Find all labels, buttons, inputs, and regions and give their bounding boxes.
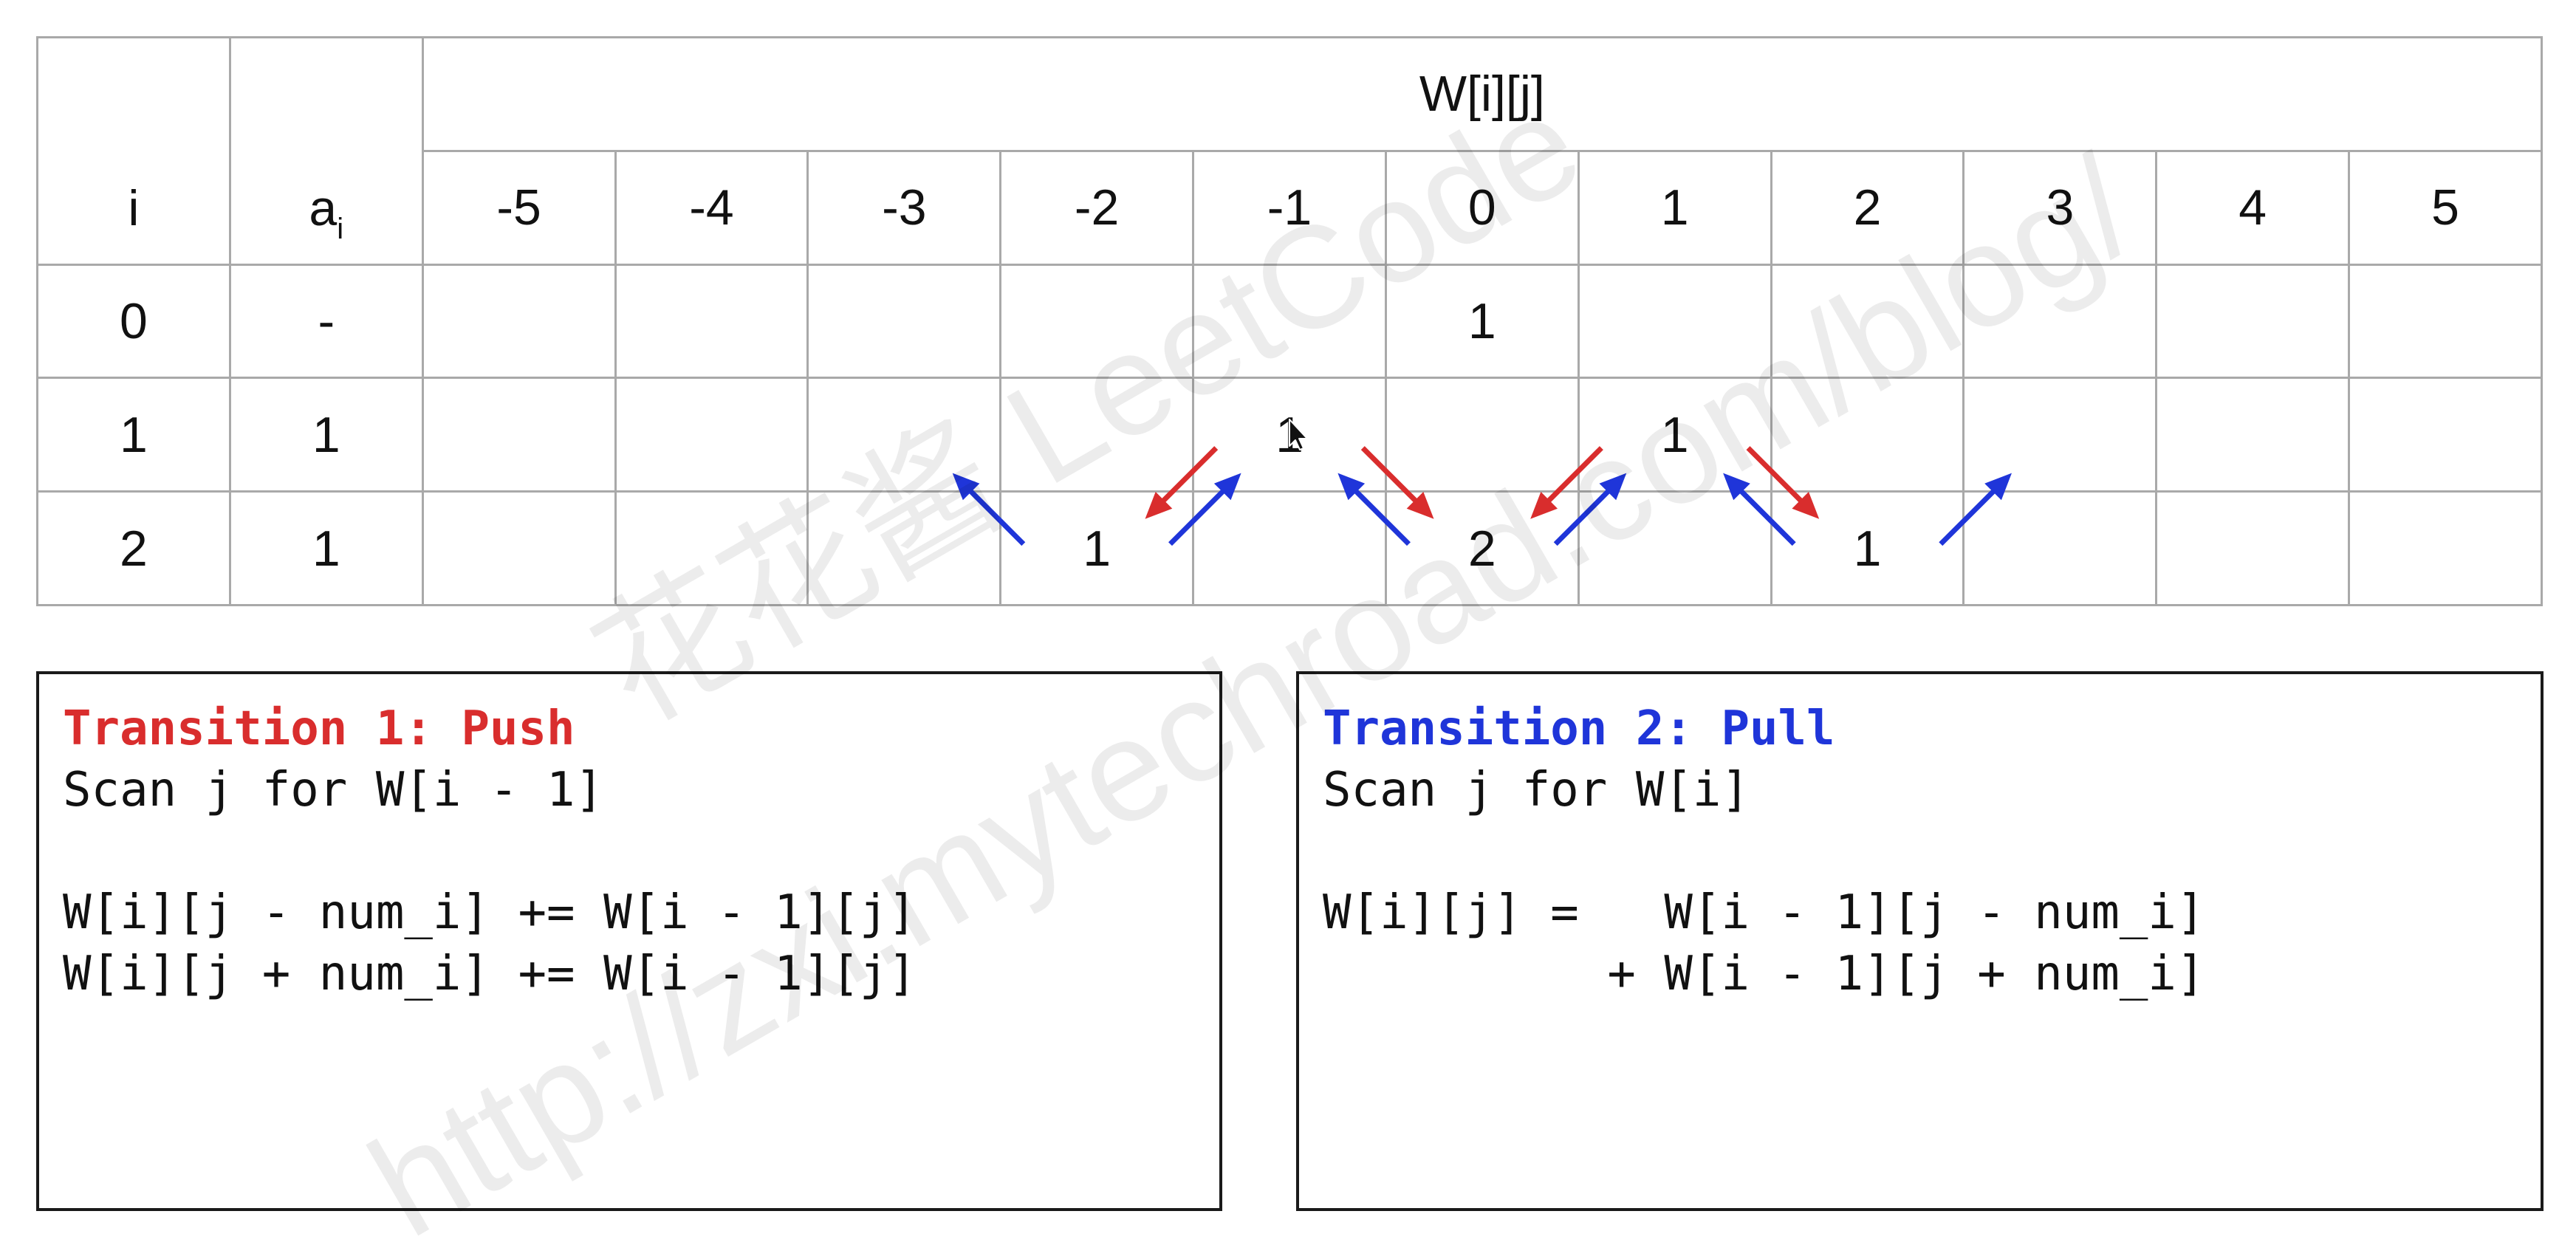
j-index-header: -2	[1001, 151, 1193, 264]
pull-formula-line: + W[i - 1][j + num_i]	[1323, 947, 2205, 1001]
j-index-header: -5	[423, 151, 614, 264]
j-index-header: 2	[1772, 151, 1963, 264]
pull-transition-box: Transition 2: Pull Scan j for W[i] W[i][…	[1296, 671, 2544, 1211]
j-index-header: 0	[1386, 151, 1578, 264]
w-cell	[1964, 379, 2156, 491]
w-cell	[2350, 379, 2541, 491]
w-cell: 1	[1001, 493, 1193, 604]
w-cell: 1	[1579, 379, 1770, 491]
row-i-cell: 2	[38, 493, 229, 604]
row-i-cell: 1	[38, 379, 229, 491]
row-a-cell: 1	[230, 379, 422, 491]
header-a-label: ai	[309, 179, 343, 244]
w-cell	[1194, 265, 1385, 377]
w-cell	[2350, 265, 2541, 377]
j-index-header: 3	[1964, 151, 2156, 264]
w-cell	[809, 379, 1000, 491]
w-cell	[1001, 379, 1193, 491]
j-index-header: -3	[809, 151, 1000, 264]
w-cell	[423, 493, 614, 604]
push-transition-box: Transition 1: Push Scan j for W[i - 1] W…	[36, 671, 1222, 1211]
header-i-label: i	[128, 179, 140, 236]
push-formula-line: W[i][j - num_i] += W[i - 1][j]	[63, 885, 917, 940]
j-index-header: 4	[2157, 151, 2349, 264]
push-formula-line: W[i][j + num_i] += W[i - 1][j]	[63, 947, 917, 1001]
w-cell: 1	[1772, 493, 1963, 604]
pull-title: Transition 2: Pull	[1323, 702, 1835, 756]
w-cell	[423, 265, 614, 377]
w-cell	[1579, 493, 1770, 604]
w-cell	[1386, 379, 1578, 491]
w-cell	[1579, 265, 1770, 377]
w-cell: 2	[1386, 493, 1578, 604]
w-cell	[616, 493, 807, 604]
push-title: Transition 1: Push	[63, 702, 575, 756]
w-cell	[616, 265, 807, 377]
w-cell	[1001, 265, 1193, 377]
header-a-cell: ai	[230, 38, 422, 264]
header-a-symbol: a	[309, 179, 338, 236]
header-w-cell: W[i][j]	[423, 38, 2541, 150]
w-cell	[1194, 493, 1385, 604]
w-cell	[809, 493, 1000, 604]
w-cell: 1	[1386, 265, 1578, 377]
w-cell	[2157, 493, 2349, 604]
w-cell	[1964, 265, 2156, 377]
j-index-header: -1	[1194, 151, 1385, 264]
w-cell	[2157, 265, 2349, 377]
row-i-cell: 0	[38, 265, 229, 377]
header-w-label: W[i][j]	[1419, 66, 1545, 123]
row-a-cell: -	[230, 265, 422, 377]
j-index-header: 5	[2350, 151, 2541, 264]
w-cell	[423, 379, 614, 491]
header-i-cell: i	[38, 38, 229, 264]
push-scan-line: Scan j for W[i - 1]	[63, 763, 604, 817]
row-a-cell: 1	[230, 493, 422, 604]
w-cell	[1772, 379, 1963, 491]
w-cell	[809, 265, 1000, 377]
w-cell	[1772, 265, 1963, 377]
dp-table: i ai W[i][j] -5 -4 -3 -2 -1 0 1 2 3 4 5 0-1 1 1 1 1 2 1 1 2…	[36, 36, 2543, 606]
j-index-header: -4	[616, 151, 807, 264]
pull-formula-line: W[i][j] = W[i - 1][j - num_i]	[1323, 885, 2205, 940]
w-cell	[616, 379, 807, 491]
w-cell	[2157, 379, 2349, 491]
header-a-subscript: i	[337, 212, 344, 245]
w-cell: 1	[1194, 379, 1385, 491]
j-index-header: 1	[1579, 151, 1770, 264]
w-cell	[1964, 493, 2156, 604]
w-cell	[2350, 493, 2541, 604]
pull-scan-line: Scan j for W[i]	[1323, 763, 1750, 817]
